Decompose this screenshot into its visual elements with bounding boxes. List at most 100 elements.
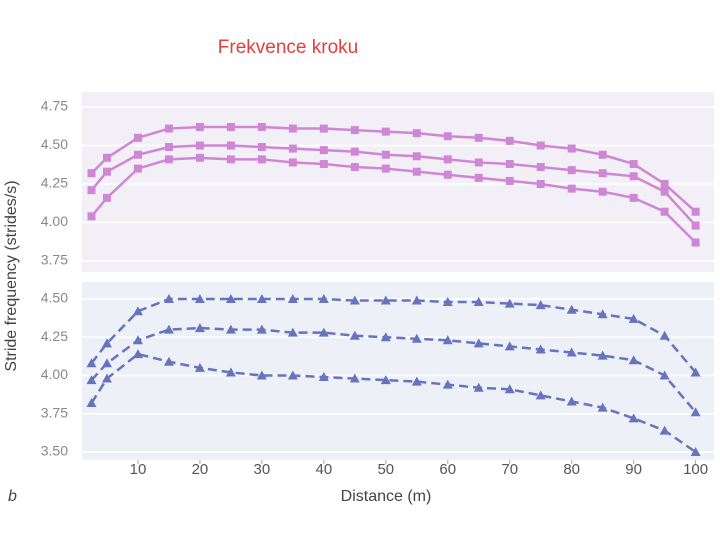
marker: [102, 167, 111, 176]
marker: [87, 212, 96, 221]
marker: [225, 294, 236, 303]
y-tick-label: 4.00: [41, 366, 68, 382]
marker: [226, 155, 235, 164]
marker: [163, 294, 174, 303]
marker: [443, 155, 452, 164]
marker: [504, 384, 515, 394]
marker: [226, 123, 235, 132]
marker: [102, 193, 111, 202]
marker: [380, 295, 391, 305]
series-line: [90, 352, 697, 454]
marker: [101, 358, 112, 368]
marker: [628, 313, 639, 323]
x-tick-label: 100: [683, 461, 708, 478]
marker: [164, 143, 173, 152]
x-tick-label: 20: [192, 461, 209, 478]
marker: [628, 355, 639, 365]
marker: [598, 187, 607, 196]
marker: [318, 294, 329, 303]
marker: [567, 184, 576, 193]
marker: [597, 350, 608, 360]
x-tick-label: 70: [501, 461, 518, 478]
marker: [288, 158, 297, 167]
marker: [597, 309, 608, 319]
x-tick-label: 10: [130, 461, 147, 478]
marker: [349, 330, 360, 340]
marker: [288, 144, 297, 153]
marker: [101, 338, 112, 348]
marker: [287, 370, 298, 380]
marker: [566, 396, 577, 406]
marker: [660, 180, 669, 188]
marker: [412, 129, 421, 138]
marker: [257, 143, 266, 152]
marker: [691, 221, 700, 230]
marker: [442, 335, 453, 345]
marker: [691, 207, 700, 216]
marker: [412, 152, 421, 161]
marker: [629, 193, 638, 202]
marker: [381, 164, 390, 173]
x-axis-label: Distance (m): [341, 488, 432, 505]
marker: [195, 153, 204, 162]
marker: [257, 155, 266, 164]
marker: [567, 144, 576, 153]
marker: [132, 335, 143, 345]
marker: [350, 147, 359, 156]
marker: [381, 127, 390, 136]
y-tick-label: 4.50: [41, 136, 68, 152]
marker: [690, 407, 701, 417]
marker: [195, 141, 204, 150]
marker: [318, 327, 329, 337]
marker: [195, 123, 204, 132]
marker: [349, 373, 360, 383]
marker: [350, 163, 359, 172]
marker: [536, 180, 545, 188]
marker: [225, 367, 236, 377]
marker: [442, 379, 453, 389]
marker: [504, 298, 515, 308]
marker: [86, 398, 97, 408]
marker: [535, 344, 546, 354]
marker: [319, 159, 328, 168]
marker: [598, 169, 607, 178]
marker: [256, 324, 267, 334]
marker: [133, 164, 142, 173]
marker: [504, 341, 515, 351]
plot-area: [82, 92, 714, 272]
marker: [194, 294, 205, 303]
marker: [691, 238, 700, 247]
y-tick-label: 4.50: [41, 290, 68, 306]
marker: [287, 327, 298, 337]
marker: [132, 349, 143, 359]
panel-label: b: [8, 488, 17, 505]
marker: [629, 159, 638, 168]
marker: [194, 362, 205, 372]
marker: [628, 413, 639, 423]
marker: [659, 330, 670, 340]
marker: [659, 370, 670, 380]
marker: [381, 150, 390, 159]
marker: [101, 373, 112, 383]
marker: [87, 169, 96, 178]
marker: [349, 295, 360, 305]
marker: [598, 150, 607, 159]
marker: [411, 295, 422, 305]
marker: [132, 306, 143, 316]
marker: [87, 186, 96, 195]
plot-area: [82, 282, 714, 460]
marker: [473, 338, 484, 348]
marker: [412, 167, 421, 176]
marker: [474, 173, 483, 182]
x-tick-label: 50: [377, 461, 394, 478]
marker: [318, 372, 329, 382]
x-tick-label: 90: [625, 461, 642, 478]
y-tick-label: 4.25: [41, 328, 68, 344]
marker: [473, 382, 484, 392]
y-tick-label: 4.00: [41, 213, 68, 229]
x-tick-label: 30: [254, 461, 271, 478]
marker: [535, 390, 546, 400]
marker: [566, 304, 577, 314]
x-tick-label: 80: [563, 461, 580, 478]
marker: [257, 123, 266, 132]
